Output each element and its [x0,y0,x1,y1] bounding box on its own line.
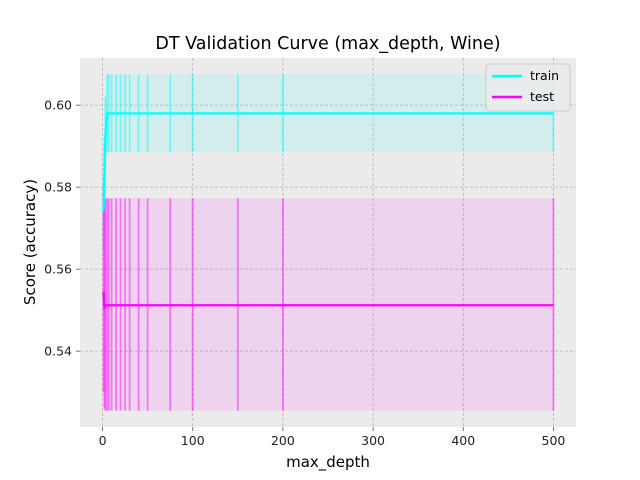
grid [80,58,576,427]
band-test [103,191,554,411]
x-tick-label: 300 [361,433,385,448]
x-tick-label: 500 [542,433,566,448]
legend-label-test: test [530,89,554,104]
plot-area [80,58,576,427]
x-tick-label: 100 [181,433,205,448]
chart-title: DT Validation Curve (max_depth, Wine) [155,34,500,54]
line-train [102,112,554,212]
tick-labels: 0 100 200 300 400 500 0.54 0.56 0.58 0.60 [44,98,565,448]
x-tick-label: 400 [451,433,475,448]
y-tick-label: 0.60 [44,98,72,113]
x-tick-label: 0 [99,433,107,448]
legend-label-train: train [530,68,559,83]
error-bands [103,74,554,411]
line-test [102,291,554,310]
x-axis-label: max_depth [286,453,370,472]
y-tick-label: 0.54 [44,344,72,359]
series-lines [102,112,554,310]
legend: train test [485,63,571,112]
y-tick-label: 0.58 [44,180,72,195]
y-axis-label: Score (accuracy) [21,179,39,305]
band-train [103,74,554,249]
y-tick-label: 0.56 [44,262,72,277]
x-tick-label: 200 [271,433,295,448]
